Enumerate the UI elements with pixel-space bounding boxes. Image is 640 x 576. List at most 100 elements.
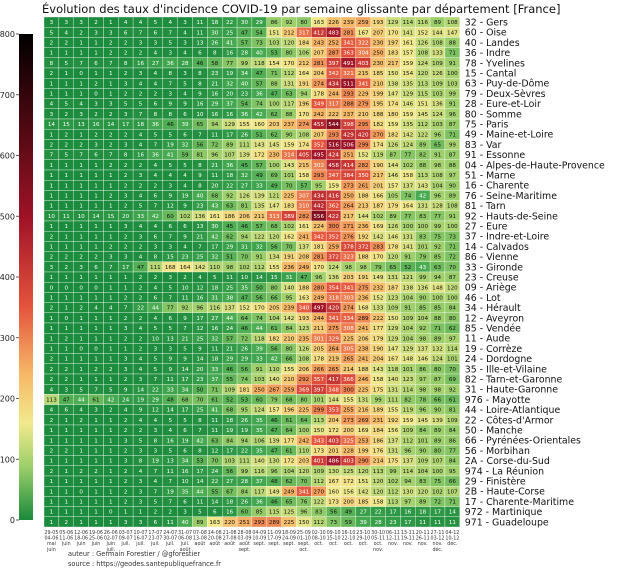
cell-value: 1 <box>64 71 68 77</box>
cell-value: 4 <box>50 102 54 108</box>
cell-value: 96 <box>196 306 204 312</box>
cell-value: 5 <box>183 418 187 424</box>
cell-value: 282 <box>299 214 310 220</box>
cell-value: 3 <box>168 347 172 353</box>
cell-value: 1 <box>79 316 83 322</box>
cell-value: 11 <box>196 20 204 26</box>
cell-value: 101 <box>402 367 413 373</box>
cell-value: 1 <box>94 449 98 455</box>
cell-value: 237 <box>343 112 354 118</box>
cell-value: 119 <box>402 408 413 414</box>
cell-value: 89 <box>389 214 397 220</box>
cell-value: 141 <box>402 245 413 251</box>
cell-value: 57 <box>300 183 308 189</box>
cell-value: 403 <box>328 438 339 444</box>
cell-value: 28 <box>375 520 383 526</box>
cell-value: 25 <box>226 285 234 291</box>
cell-value: 3 <box>124 326 128 332</box>
cell-value: 1 <box>94 51 98 57</box>
cell-value: 103 <box>224 459 235 465</box>
cell-value: 287 <box>328 51 339 57</box>
cell-value: 6 <box>154 234 158 240</box>
cell-value: 1 <box>50 163 54 169</box>
cell-value: 163 <box>313 20 324 26</box>
cell-value: 302 <box>313 163 324 169</box>
cell-value: 44 <box>152 306 160 312</box>
cell-value: 288 <box>343 102 354 108</box>
cell-value: 434 <box>313 194 324 200</box>
cell-value: 225 <box>358 387 369 393</box>
cell-value: 193 <box>373 20 384 26</box>
cell-value: 200 <box>343 500 354 506</box>
cell-value: 350 <box>358 173 369 179</box>
colorbar-tick-label: 0 <box>10 516 15 525</box>
cell-value: 2 <box>124 479 128 485</box>
cell-value: 6 <box>154 194 158 200</box>
cell-value: 110 <box>269 367 280 373</box>
cell-value: 69 <box>449 377 457 383</box>
cell-value: 192 <box>388 418 399 424</box>
cell-value: 137 <box>402 459 413 465</box>
cell-value: 57 <box>256 81 264 87</box>
cell-value: 2 <box>94 132 98 138</box>
cell-value: 14 <box>182 367 190 373</box>
cell-value: 42 <box>271 357 278 363</box>
cell-value: 168 <box>358 306 369 312</box>
cell-value: 108 <box>299 132 310 138</box>
cell-value: 34 <box>182 387 190 393</box>
cell-value: 9 <box>168 102 172 108</box>
column-label: 17-09 <box>267 536 281 542</box>
cell-value: 60 <box>167 214 175 220</box>
cell-value: 109 <box>224 387 235 393</box>
cell-value: 102 <box>239 265 250 271</box>
colorbar-tick-label: 200 <box>0 395 15 404</box>
cell-value: 9 <box>168 194 172 200</box>
cell-value: 7 <box>168 500 172 506</box>
cell-value: 143 <box>284 163 295 169</box>
cell-value: 123 <box>402 377 413 383</box>
cell-value: 1 <box>50 520 54 526</box>
cell-value: 281 <box>313 255 324 261</box>
cell-value: 191 <box>284 255 295 261</box>
column-label: 06-08 <box>178 536 192 542</box>
cell-value: 178 <box>313 92 324 98</box>
column-label: 22-10 <box>341 536 355 542</box>
column-label: oct. <box>314 541 323 547</box>
cell-value: 251 <box>343 153 354 159</box>
cell-value: 11 <box>211 347 219 353</box>
cell-value: 21 <box>211 163 219 169</box>
cell-value: 63 <box>226 204 234 210</box>
cell-value: 133 <box>432 51 443 57</box>
cell-value: 149 <box>373 275 384 281</box>
cell-value: 56 <box>241 367 249 373</box>
cell-value: 1 <box>79 81 83 87</box>
cell-value: 146 <box>388 173 399 179</box>
cell-value: 115 <box>417 92 428 98</box>
cell-value: 112 <box>417 122 428 128</box>
cell-value: 10 <box>182 479 190 485</box>
cell-value: 22 <box>375 510 382 516</box>
column-label: 21-08 <box>223 530 237 536</box>
cell-value: 206 <box>239 214 250 220</box>
cell-value: 158 <box>373 377 384 383</box>
cell-value: 5 <box>139 204 143 210</box>
cell-value: 318 <box>328 296 339 302</box>
cell-value: 249 <box>299 265 310 271</box>
cell-value: 2 <box>109 41 113 47</box>
cell-value: 154 <box>402 71 413 77</box>
cell-value: 5 <box>183 347 187 353</box>
cell-value: 143 <box>417 183 428 189</box>
column-label: nov. <box>388 542 398 547</box>
cell-value: 8 <box>154 112 158 118</box>
cell-value: 74 <box>256 102 264 108</box>
cell-value: 2 <box>109 112 113 118</box>
cell-value: 4 <box>79 408 83 414</box>
cell-value: 4 <box>139 81 143 87</box>
cell-value: 3 <box>154 347 158 353</box>
cell-value: 49 <box>345 510 353 516</box>
cell-value: 300 <box>343 387 354 393</box>
cell-value: 111 <box>150 265 161 271</box>
cell-value: 164 <box>299 71 310 77</box>
cell-value: 1 <box>94 41 98 47</box>
